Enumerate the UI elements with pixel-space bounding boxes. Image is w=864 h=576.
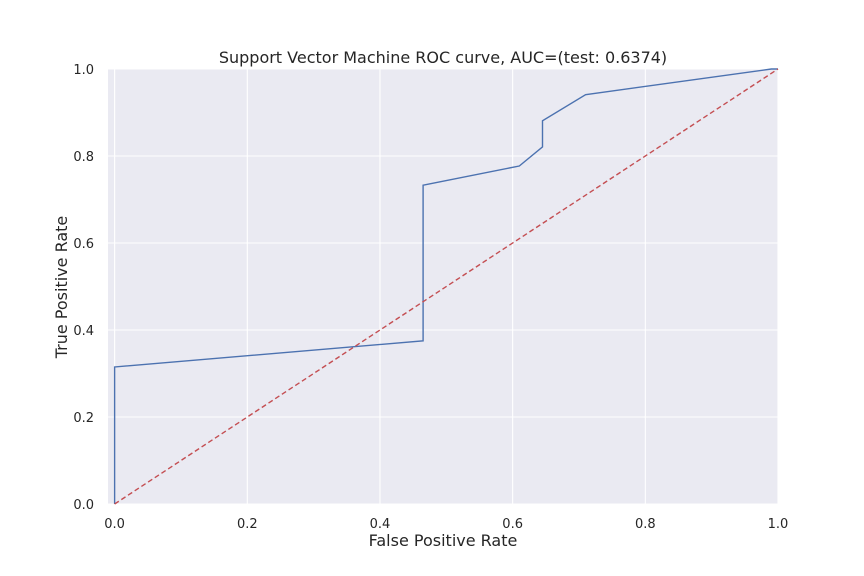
y-tick-label: 0.2 (73, 411, 94, 426)
x-tick-label: 1.0 (768, 517, 789, 532)
y-tick-labels: 0.0 0.2 0.4 0.6 0.8 1.0 (73, 63, 94, 513)
roc-curve-line (113, 68, 778, 504)
y-tick-label: 1.0 (73, 63, 94, 78)
y-tick-label: 0.6 (73, 237, 94, 252)
y-tick-label: 0.4 (73, 324, 94, 339)
x-tick-labels: 0.0 0.2 0.4 0.6 0.8 1.0 (104, 517, 788, 532)
x-tick-label: 0.0 (104, 517, 125, 532)
chart-title: Support Vector Machine ROC curve, AUC=(t… (219, 48, 667, 67)
x-tick-label: 0.8 (635, 517, 656, 532)
x-tick-label: 0.2 (237, 517, 258, 532)
chance-diagonal-line (114, 68, 779, 505)
x-axis-label: False Positive Rate (369, 531, 518, 550)
x-tick-label: 0.6 (502, 517, 523, 532)
y-axis-label: True Positive Rate (52, 216, 71, 360)
y-tick-label: 0.0 (73, 498, 94, 513)
series-group (113, 68, 779, 505)
y-tick-label: 0.8 (73, 150, 94, 165)
grid-lines (108, 68, 779, 505)
x-tick-label: 0.4 (370, 517, 391, 532)
